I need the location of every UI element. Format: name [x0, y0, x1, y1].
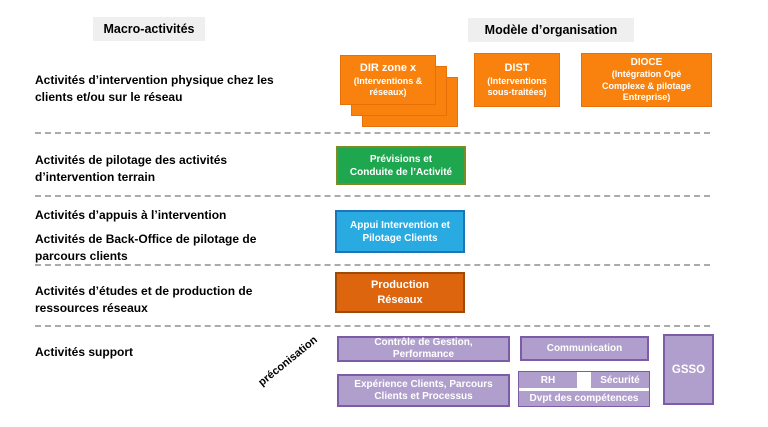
cell-divider [577, 372, 591, 388]
box-subtitle: (Interventions sous-traitées) [487, 75, 547, 97]
row-label-activites-support: Activités support [35, 345, 134, 359]
box-dioce: DIOCE (Intégration Opé Complexe & pilota… [581, 53, 712, 107]
box-production-reseaux: Production Réseaux [335, 272, 465, 313]
cell-divider [519, 388, 649, 391]
box-dist: DIST (Interventions sous-traitées) [474, 53, 560, 107]
box-communication: Communication [520, 336, 649, 361]
row-label-appuis-intervention: Activités d’appuis à l’intervention [35, 208, 227, 222]
box-rh: RH [519, 372, 577, 388]
row-separator [35, 264, 710, 266]
row-label-intervention-physique: Activités d’intervention physique chez l… [35, 73, 274, 104]
box-previsions-conduite: Prévisions et Conduite de l’Activité [336, 146, 466, 185]
header-macro-activites: Macro-activités [93, 17, 205, 41]
preconisation-annotation: préconisation [256, 333, 320, 389]
row-label-back-office: Activités de Back-Office de pilotage de … [35, 232, 257, 263]
box-title: DIR zone x [359, 61, 417, 74]
box-controle-gestion: Contrôle de Gestion, Performance [337, 336, 510, 362]
box-title: DIST [504, 61, 530, 74]
box-gsso: GSSO [663, 334, 714, 405]
box-dir-zone-x: DIR zone x (Interventions & réseaux) [340, 55, 436, 105]
row-label-etudes-production: Activités d’études et de production de r… [35, 284, 253, 315]
row-separator [35, 195, 710, 197]
box-subtitle: (Interventions & réseaux) [353, 75, 423, 97]
box-subtitle: (Intégration Opé Complexe & pilotage Ent… [601, 69, 691, 102]
box-securite: Sécurité [591, 372, 649, 388]
row-separator [35, 325, 710, 327]
box-title: DIOCE [630, 56, 663, 68]
row-separator [35, 132, 710, 134]
box-experience-clients: Expérience Clients, Parcours Clients et … [337, 374, 510, 407]
row-label-pilotage-terrain: Activités de pilotage des activités d’in… [35, 153, 228, 184]
header-modele-organisation: Modèle d’organisation [468, 18, 634, 42]
box-appui-intervention: Appui Intervention et Pilotage Clients [335, 210, 465, 253]
rh-securite-row: RH Sécurité [519, 372, 649, 388]
box-dvpt-competences: Dvpt des compétences [519, 391, 649, 406]
box-group-rh-securite-dvpt: RH Sécurité Dvpt des compétences [518, 371, 650, 407]
